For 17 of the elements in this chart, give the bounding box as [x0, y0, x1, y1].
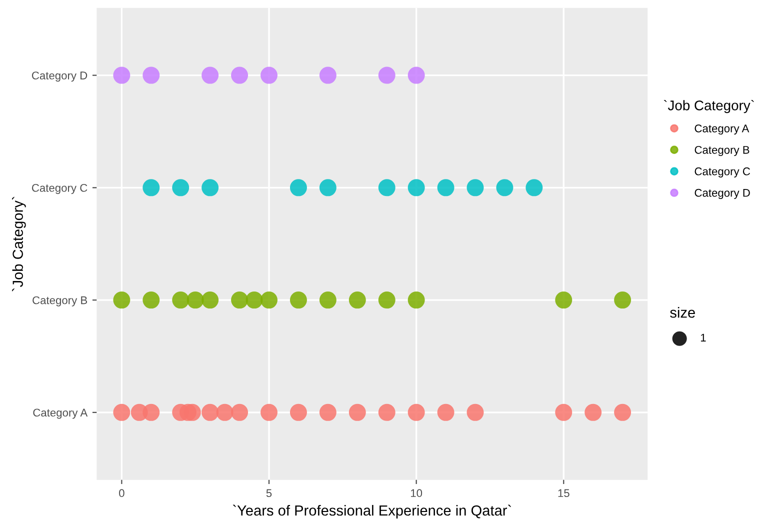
- text: 1: [700, 334, 706, 342]
- y-tick-label: Category D: [32, 72, 88, 82]
- y-tick-label: Category A: [33, 408, 88, 419]
- legend-title: `Job Category`: [664, 100, 754, 114]
- legend-label: Category C: [694, 167, 750, 178]
- x-tick-label: 0: [119, 489, 124, 498]
- legend-label: Category D: [694, 188, 750, 199]
- legend-label: Category A: [694, 124, 750, 135]
- x-tick-label: 15: [558, 489, 570, 498]
- x-tick-label: 10: [410, 489, 422, 498]
- text: size: [670, 307, 695, 318]
- x-axis-title: `Years of Professional Experience in Qatar`: [232, 504, 512, 519]
- y-tick-label: Category B: [32, 296, 88, 306]
- y-axis-title: `Job Category`: [12, 196, 26, 292]
- x-tick-label: 5: [266, 489, 272, 498]
- y-tick-label: Category C: [32, 184, 88, 194]
- legend-label: Category B: [694, 146, 750, 156]
